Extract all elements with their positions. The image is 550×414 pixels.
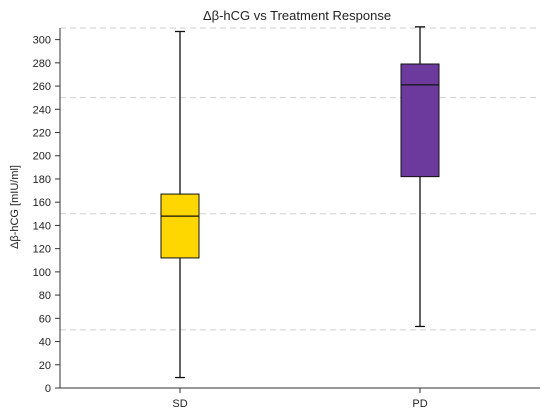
y-tick-label: 180 <box>33 174 51 186</box>
y-tick-label: 300 <box>33 35 51 47</box>
y-tick-label: 120 <box>33 244 51 256</box>
y-axis-label: Δβ-hCG [mIU/ml] <box>9 165 21 249</box>
y-tick-label: 240 <box>33 104 51 116</box>
box-pd <box>400 26 440 328</box>
y-tick-label: 40 <box>39 337 51 349</box>
y-tick-label: 220 <box>33 128 51 140</box>
y-tick-label: 80 <box>39 290 51 302</box>
iqr-box <box>400 63 440 178</box>
axes <box>59 28 540 389</box>
box-sd <box>160 30 200 379</box>
x-tick-label: PD <box>412 398 427 410</box>
y-ticks: 0 20 40 60 80 100 120 140 160 180 200 220 240 260 280 3… <box>33 35 60 395</box>
y-tick-label: 280 <box>33 58 51 70</box>
y-tick-label: 20 <box>39 360 51 372</box>
x-ticks: SD PD <box>172 388 428 410</box>
boxes <box>160 26 440 379</box>
x-tick-label: SD <box>172 398 187 410</box>
y-tick-label: 60 <box>39 313 51 325</box>
y-tick-label: 0 <box>45 383 51 395</box>
iqr-box <box>160 193 200 259</box>
chart-title: Δβ-hCG vs Treatment Response <box>203 8 391 23</box>
y-tick-label: 160 <box>33 197 51 209</box>
y-tick-label: 200 <box>33 151 51 163</box>
y-tick-label: 260 <box>33 81 51 93</box>
y-tick-label: 140 <box>33 220 51 232</box>
y-tick-label: 100 <box>33 267 51 279</box>
grid-lines <box>60 27 540 331</box>
